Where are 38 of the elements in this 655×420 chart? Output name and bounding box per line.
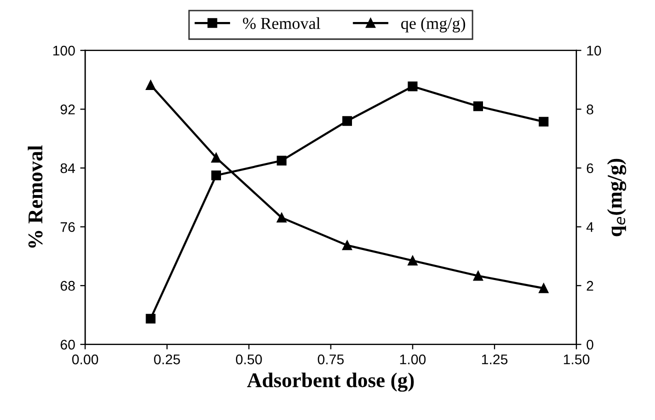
y2-tick-label: 4 bbox=[586, 222, 594, 232]
x-axis-title: Adsorbent dose (g) bbox=[247, 372, 414, 392]
y2-tick-label: 2 bbox=[586, 280, 594, 291]
y-tick-label: 100 bbox=[53, 46, 75, 56]
x-tick-label: 1.50 bbox=[564, 354, 590, 364]
y-tick-label: 68 bbox=[60, 280, 75, 291]
y-axis-title: % Removal bbox=[28, 145, 43, 248]
point bbox=[408, 256, 418, 266]
legend-label: % Removal bbox=[242, 17, 320, 30]
point bbox=[276, 212, 287, 223]
point bbox=[538, 116, 549, 127]
x-tick-label: 0.25 bbox=[154, 354, 180, 364]
x-tick-label: 0.50 bbox=[236, 354, 262, 364]
y2-tick-label: 8 bbox=[586, 104, 594, 114]
point bbox=[408, 82, 418, 92]
x-tick-label: 1.25 bbox=[482, 354, 508, 364]
point bbox=[146, 314, 156, 324]
point bbox=[276, 156, 287, 166]
point bbox=[211, 170, 222, 180]
point bbox=[146, 80, 156, 90]
y-tick-label: 92 bbox=[60, 104, 75, 114]
x-tick-label: 1.00 bbox=[400, 354, 426, 364]
legend-label: qe (mg/g) bbox=[401, 17, 466, 32]
point bbox=[538, 283, 549, 294]
y2-tick-label: 0 bbox=[586, 340, 594, 350]
point bbox=[342, 116, 352, 126]
point bbox=[211, 152, 222, 163]
point bbox=[342, 240, 352, 250]
y2-axis-title: q$_{e}$(mg/g) bbox=[607, 158, 626, 236]
y-tick-label: 76 bbox=[60, 222, 75, 232]
y2-tick-label: 10 bbox=[587, 46, 602, 56]
point bbox=[473, 271, 484, 281]
x-tick-label: 0.00 bbox=[72, 354, 98, 364]
point bbox=[473, 101, 484, 112]
x-tick-label: 0.75 bbox=[318, 354, 344, 364]
y2-tick-label: 6 bbox=[586, 163, 594, 174]
y-tick-label: 60 bbox=[60, 340, 75, 350]
y-tick-label: 84 bbox=[60, 163, 76, 174]
